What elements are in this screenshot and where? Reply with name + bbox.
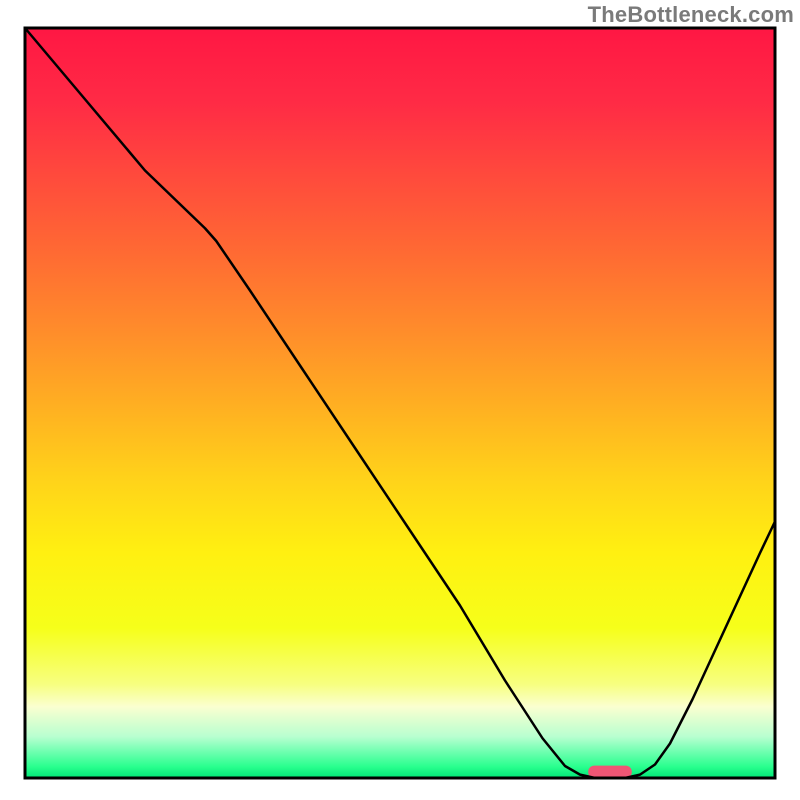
gradient-background bbox=[25, 28, 775, 778]
optimal-marker bbox=[588, 766, 632, 779]
bottleneck-chart bbox=[0, 0, 800, 800]
plot-area bbox=[25, 28, 775, 778]
optimal-marker-pill bbox=[588, 766, 632, 779]
chart-container: TheBottleneck.com bbox=[0, 0, 800, 800]
